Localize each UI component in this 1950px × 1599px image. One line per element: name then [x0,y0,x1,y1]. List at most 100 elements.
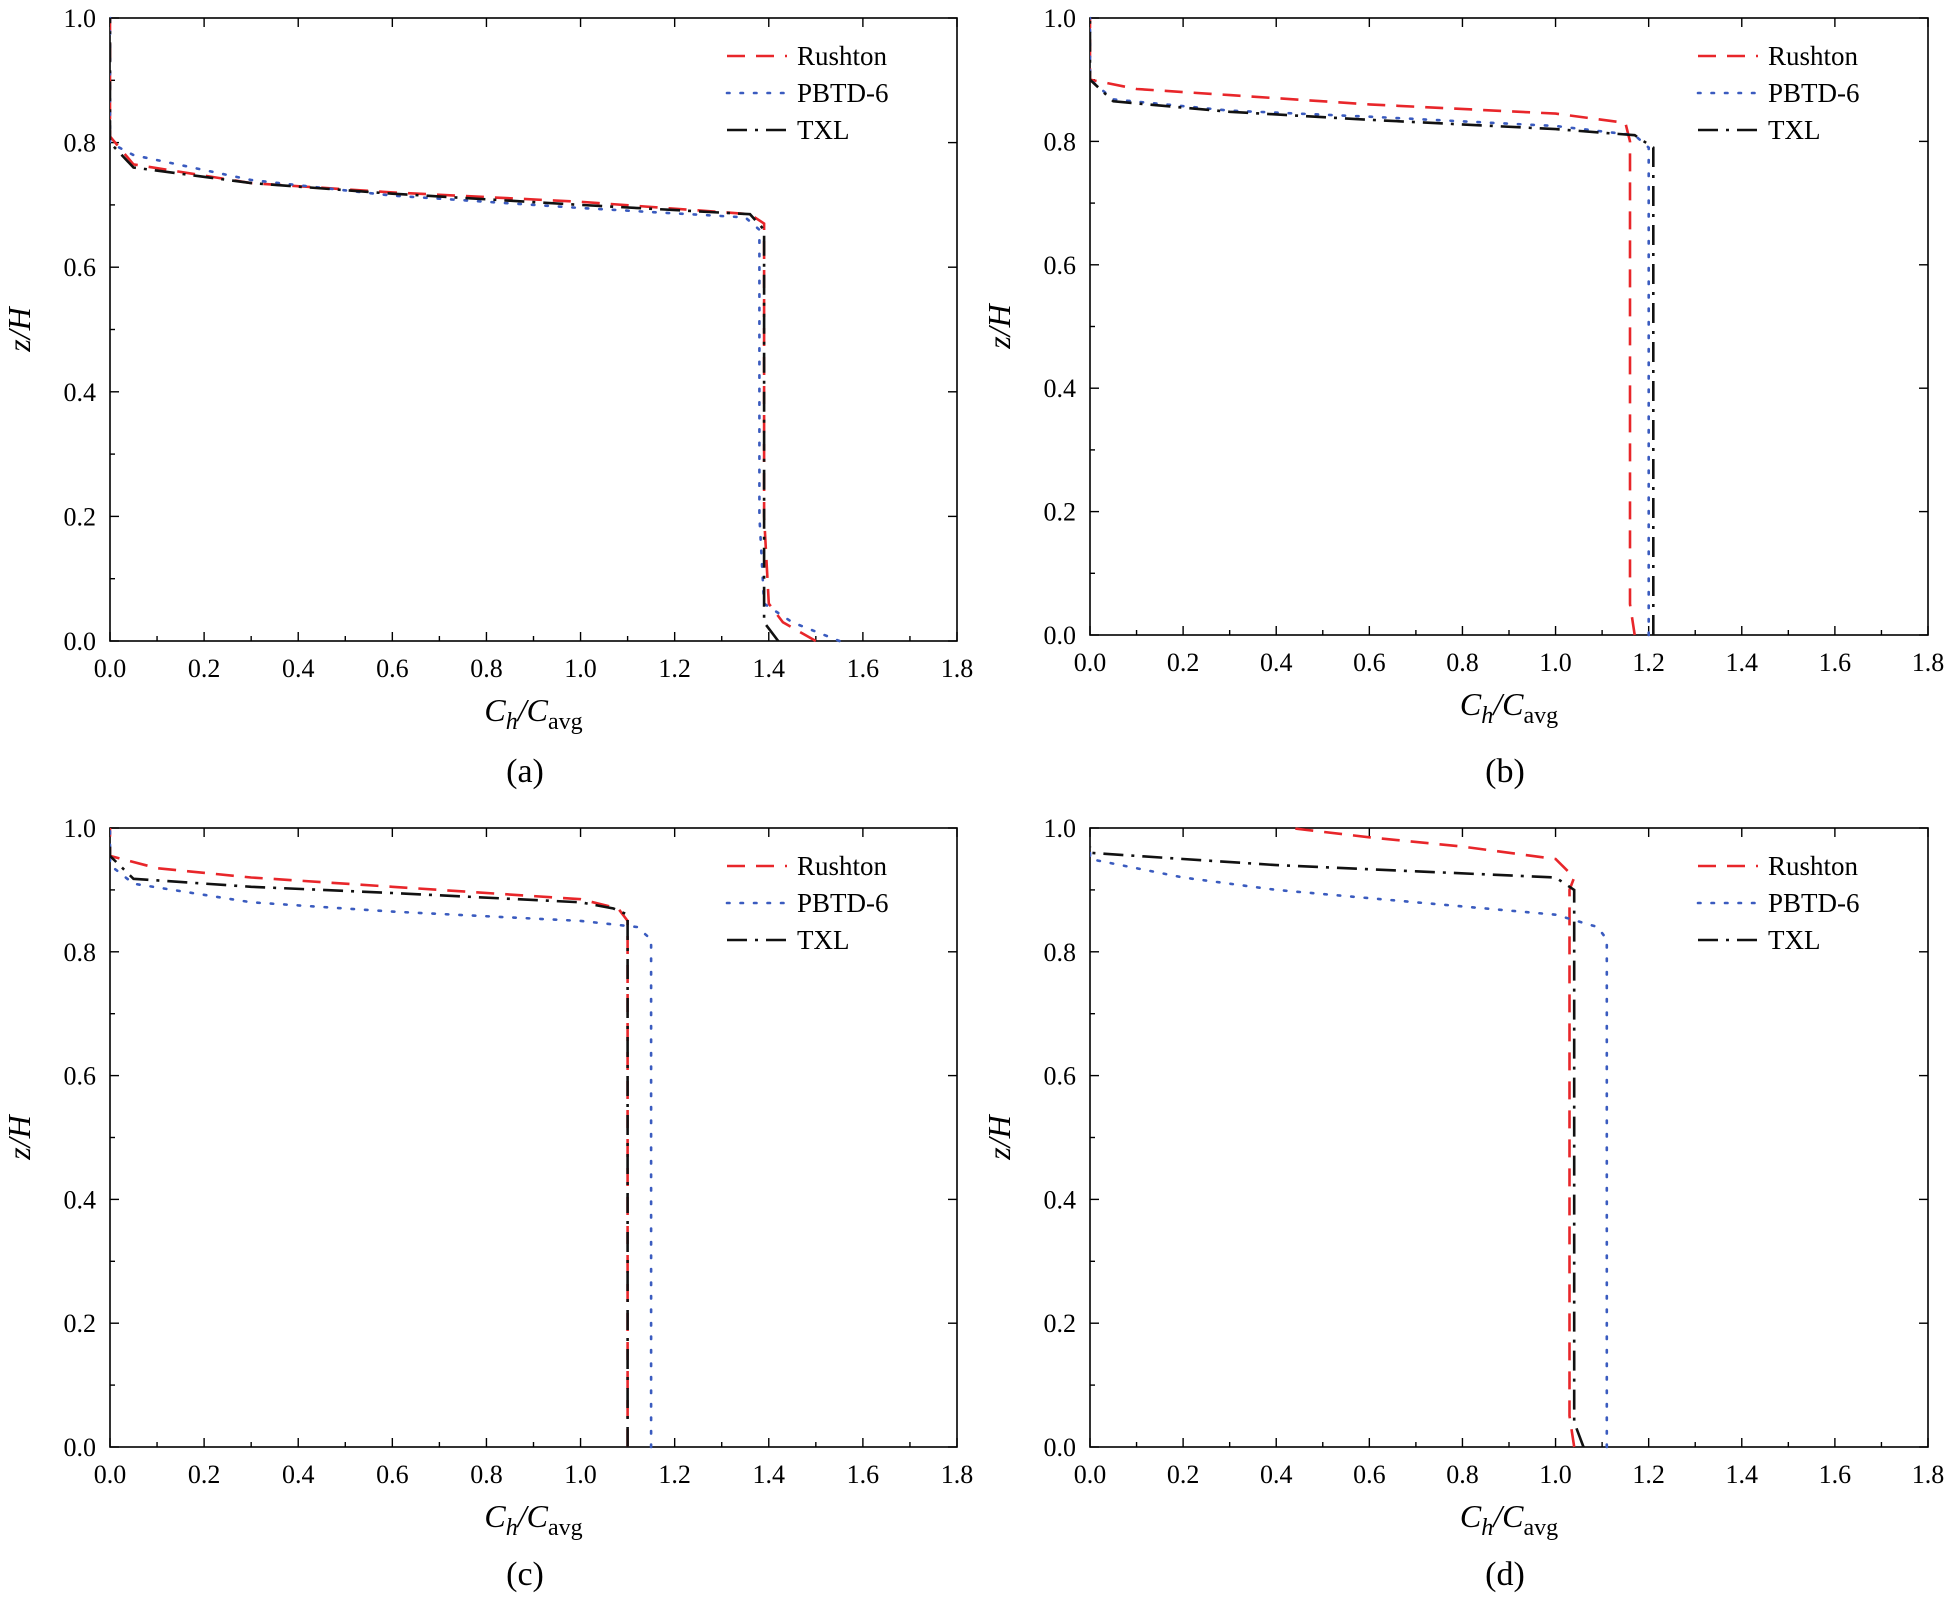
y-tick-label: 0.8 [64,129,97,158]
legend-label: Rushton [1768,851,1859,881]
y-axis-label: z/H [981,1113,1017,1160]
x-tick-label: 1.8 [941,1460,974,1489]
series-line-txl [110,846,629,1447]
y-tick-label: 0.6 [1044,1062,1077,1091]
y-tick-label: 0.2 [64,1309,97,1338]
x-tick-label: 1.2 [658,654,691,683]
y-tick-label: 0.6 [64,1062,97,1091]
legend-label: TXL [797,925,849,955]
y-tick-label: 0.8 [1044,938,1077,967]
y-tick-label: 1.0 [1044,4,1077,33]
x-tick-label: 1.2 [658,1460,691,1489]
x-tick-label: 1.2 [1632,1460,1665,1489]
x-tick-label: 0.4 [1260,1460,1293,1489]
x-tick-label: 0.8 [1446,1460,1479,1489]
panel-c: 0.0 0.2 0.4 0.6 0.8 1.0 1.2 1.4 1.6 1.8 0.0 0.2 0.4 0… [1,814,973,1593]
y-axis-label: z/H [981,302,1017,349]
x-axis-label: Ch/Cavg [1460,1498,1558,1541]
series-line-pbtd-6 [110,826,653,1449]
x-tick-label: 0.6 [376,654,409,683]
y-tick-label: 1.0 [1044,814,1077,843]
y-tick-label: 0.2 [64,502,97,531]
x-tick-label: 1.8 [1912,1460,1945,1489]
legend-label: Rushton [797,41,888,71]
plot-frame [1089,17,1929,636]
x-tick-label: 0.0 [1074,1460,1107,1489]
x-tick-label: 1.6 [847,654,880,683]
x-tick-label: 1.4 [1726,648,1759,677]
legend-label: PBTD-6 [797,888,889,918]
x-axis-label: Ch/Cavg [1460,686,1558,729]
series-line-pbtd-6 [110,16,841,643]
x-tick-label: 0.2 [1167,1460,1200,1489]
x-tick-label: 0.4 [282,1460,315,1489]
panel-a: 0.0 0.2 0.4 0.6 0.8 1.0 1.2 1.4 1.6 1.8 0.0 0.2 0.4 0… [1,4,973,790]
plot-frame [1089,827,1929,1448]
x-tick-label: 1.6 [847,1460,880,1489]
x-axis-label: Ch/Cavg [484,692,582,735]
x-tick-label: 1.6 [1819,1460,1852,1489]
y-tick-label: 0.6 [1044,251,1077,280]
x-tick-label: 0.6 [376,1460,409,1489]
x-tick-label: 0.2 [1167,648,1200,677]
legend-label: TXL [1768,115,1820,145]
x-tick-label: 0.8 [1446,648,1479,677]
x-tick-label: 1.4 [753,654,786,683]
y-tick-label: 0.6 [64,253,97,282]
y-axis-label: z/H [1,305,37,352]
x-tick-label: 0.4 [282,654,315,683]
legend-label: Rushton [1768,41,1859,71]
legend-label: PBTD-6 [1768,888,1860,918]
series-line-pbtd-6 [1090,845,1609,1449]
x-tick-label: 1.8 [941,654,974,683]
legend-label: TXL [797,115,849,145]
x-tick-label: 0.6 [1353,648,1386,677]
y-tick-label: 0.0 [1044,1433,1077,1462]
y-tick-label: 0.0 [64,627,97,656]
y-tick-label: 0.4 [64,1185,97,1214]
series-line-rushton [110,18,817,643]
series-line-txl [1090,846,1585,1448]
panel-label: (b) [1485,753,1525,790]
y-tick-label: 0.2 [1044,498,1077,527]
x-tick-label: 1.0 [1539,1460,1572,1489]
y-tick-label: 0.4 [64,378,97,407]
series-line-rushton [1090,18,1636,636]
plot-frame [109,17,958,642]
x-tick-label: 1.2 [1632,648,1665,677]
y-tick-label: 1.0 [64,814,97,843]
x-tick-label: 0.8 [470,1460,503,1489]
panel-d: 0.0 0.2 0.4 0.6 0.8 1.0 1.2 1.4 1.6 1.8 0.0 0.2 0.4 0… [981,814,1944,1593]
legend-label: PBTD-6 [797,78,889,108]
series-line-rushton [1290,826,1576,1448]
series-line-txl [1090,18,1655,635]
y-tick-label: 0.4 [1044,374,1077,403]
x-tick-label: 0.6 [1353,1460,1386,1489]
x-tick-label: 0.0 [94,1460,127,1489]
x-axis-label: Ch/Cavg [484,1498,582,1541]
x-tick-label: 1.4 [1726,1460,1759,1489]
plot-frame [109,827,958,1448]
x-tick-label: 0.0 [1074,648,1107,677]
panel-label: (c) [506,1556,544,1593]
x-tick-label: 0.4 [1260,648,1293,677]
series-line-txl [110,18,780,642]
y-tick-label: 0.2 [1044,1309,1077,1338]
legend-label: PBTD-6 [1768,78,1860,108]
series-line-rushton [110,828,629,1447]
y-tick-label: 0.0 [1044,621,1077,650]
panel-label: (d) [1485,1556,1525,1593]
legend-label: TXL [1768,925,1820,955]
y-tick-label: 0.4 [1044,1185,1077,1214]
x-tick-label: 0.0 [94,654,127,683]
y-axis-label: z/H [1,1113,37,1160]
x-tick-label: 1.0 [1539,648,1572,677]
x-tick-label: 0.2 [188,654,221,683]
x-tick-label: 1.8 [1912,648,1945,677]
x-tick-label: 1.0 [564,654,597,683]
x-tick-label: 0.2 [188,1460,221,1489]
series-line-pbtd-6 [1090,16,1650,637]
x-tick-label: 0.8 [470,654,503,683]
y-tick-label: 0.8 [1044,127,1077,156]
